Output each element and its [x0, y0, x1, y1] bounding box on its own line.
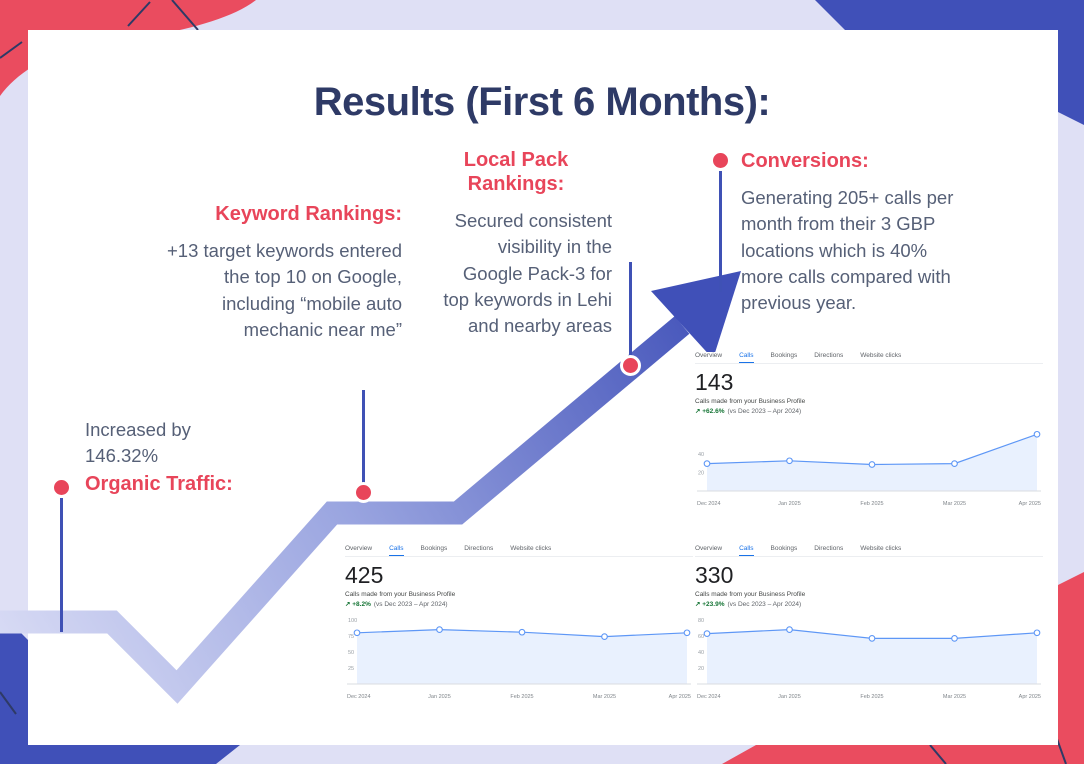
- connector-line-organic-traffic: [60, 498, 63, 632]
- svg-text:Mar 2025: Mar 2025: [593, 694, 616, 700]
- milestone-dot-conversions: [710, 150, 731, 171]
- chart-tab-website-clicks[interactable]: Website clicks: [860, 352, 902, 359]
- chart-metric: 330: [695, 562, 734, 588]
- keyword-rankings-text: +13 target keywords entered the top 10 o…: [167, 240, 402, 340]
- svg-text:20: 20: [698, 666, 704, 672]
- svg-text:Jan 2025: Jan 2025: [778, 501, 801, 507]
- corner-blob-top-right: [815, 0, 1084, 125]
- connector-line-keyword-rankings: [362, 390, 365, 485]
- svg-text:Apr 2025: Apr 2025: [1019, 501, 1041, 507]
- chart-tab-calls[interactable]: Calls: [739, 352, 754, 363]
- chart-tab-calls[interactable]: Calls: [739, 545, 754, 556]
- milestone-dot-keyword-rankings: [353, 482, 374, 503]
- connector-line-conversions: [719, 171, 722, 292]
- chart-subtitle: Calls made from your Business Profile: [345, 591, 456, 598]
- svg-text:Feb 2025: Feb 2025: [860, 694, 883, 700]
- svg-text:50: 50: [348, 650, 354, 656]
- trend-up-icon-and-delta: ↗ +62.6%: [695, 408, 725, 415]
- chart-tab-directions[interactable]: Directions: [464, 545, 494, 552]
- chart-tabs: Overview Calls Bookings Directions Website c…: [345, 545, 693, 557]
- chart-tab-website-clicks[interactable]: Website clicks: [860, 545, 902, 552]
- chart-metric: 143: [695, 369, 734, 395]
- keyword-rankings-label: Keyword Rankings:: [215, 203, 402, 225]
- organic-traffic-text: Increased by 146.32%: [85, 419, 191, 467]
- milestone-dot-local-pack: [620, 355, 641, 376]
- chart-tab-website-clicks[interactable]: Website clicks: [510, 545, 552, 552]
- local-pack-label: Local Pack Rankings:: [463, 149, 569, 195]
- svg-text:40: 40: [698, 452, 704, 458]
- svg-text:Apr 2025: Apr 2025: [669, 694, 691, 700]
- calls-area-chart: 80 60 40 20 Dec 2024 Jan 2025 Feb 2025 Mar 2025…: [697, 618, 1041, 700]
- chart-tab-overview[interactable]: Overview: [695, 352, 723, 359]
- chart-trend: ↗ +62.6% (vs Dec 2023 – Apr 2024): [695, 408, 802, 415]
- svg-text:Mar 2025: Mar 2025: [943, 694, 966, 700]
- chart-trend: ↗ +8.2% (vs Dec 2023 – Apr 2024): [345, 601, 448, 608]
- svg-text:80: 80: [698, 618, 704, 624]
- chart-tabs: Overview Calls Bookings Directions Website c…: [695, 545, 1043, 557]
- gbp-calls-chart-330: Overview Calls Bookings Directions Website c…: [695, 545, 1043, 704]
- calls-area-chart: 100 75 50 25 Dec 2024 Jan 2025 Feb 2025 Mar 202…: [347, 618, 691, 700]
- chart-metric: 425: [345, 562, 384, 588]
- trend-up-icon-and-delta: ↗ +8.2%: [345, 601, 371, 608]
- conversions-label: Conversions:: [741, 150, 869, 172]
- calls-area-chart: 40 20 Dec 2024 Jan 2025 Feb 2025 Mar 2025 Apr …: [697, 430, 1041, 507]
- trend-up-icon-and-delta: ↗ +23.9%: [695, 601, 725, 608]
- chart-tab-overview[interactable]: Overview: [695, 545, 723, 552]
- chart-tabs: Overview Calls Bookings Directions Website c…: [695, 352, 1043, 364]
- gbp-calls-chart-143: Overview Calls Bookings Directions Website c…: [695, 352, 1043, 511]
- chart-tab-directions[interactable]: Directions: [814, 545, 844, 552]
- svg-text:75: 75: [348, 634, 354, 640]
- svg-text:Dec 2024: Dec 2024: [697, 694, 721, 700]
- svg-text:Dec 2024: Dec 2024: [697, 501, 721, 507]
- chart-trend: ↗ +23.9% (vs Dec 2023 – Apr 2024): [695, 601, 802, 608]
- conversions-text: Generating 205+ calls per month from the…: [741, 187, 954, 314]
- corner-blob-bottom-left: [0, 612, 240, 764]
- chart-tab-calls[interactable]: Calls: [389, 545, 404, 556]
- chart-tab-overview[interactable]: Overview: [345, 545, 373, 552]
- page-title: Results (First 6 Months):: [313, 80, 771, 124]
- svg-text:60: 60: [698, 634, 704, 640]
- svg-text:20: 20: [698, 471, 704, 477]
- svg-text:100: 100: [348, 618, 357, 624]
- svg-text:Apr 2025: Apr 2025: [1019, 694, 1041, 700]
- connector-line-local-pack: [629, 262, 632, 358]
- organic-traffic-label: Organic Traffic:: [85, 473, 233, 495]
- milestone-dot-organic-traffic: [51, 477, 72, 498]
- svg-text:Jan 2025: Jan 2025: [778, 694, 801, 700]
- svg-text:Feb 2025: Feb 2025: [860, 501, 883, 507]
- svg-text:Jan 2025: Jan 2025: [428, 694, 451, 700]
- svg-text:Feb 2025: Feb 2025: [510, 694, 533, 700]
- svg-text:40: 40: [698, 650, 704, 656]
- chart-tab-bookings[interactable]: Bookings: [770, 352, 798, 359]
- svg-text:Dec 2024: Dec 2024: [347, 694, 371, 700]
- local-pack-text: Secured consistent visibility in the Goo…: [443, 210, 612, 337]
- svg-text:25: 25: [348, 666, 354, 672]
- chart-subtitle: Calls made from your Business Profile: [695, 591, 806, 598]
- gbp-calls-chart-425: Overview Calls Bookings Directions Website c…: [345, 545, 693, 704]
- chart-tab-bookings[interactable]: Bookings: [770, 545, 798, 552]
- chart-tab-bookings[interactable]: Bookings: [420, 545, 448, 552]
- chart-tab-directions[interactable]: Directions: [814, 352, 844, 359]
- svg-text:Mar 2025: Mar 2025: [943, 501, 966, 507]
- chart-subtitle: Calls made from your Business Profile: [695, 398, 806, 405]
